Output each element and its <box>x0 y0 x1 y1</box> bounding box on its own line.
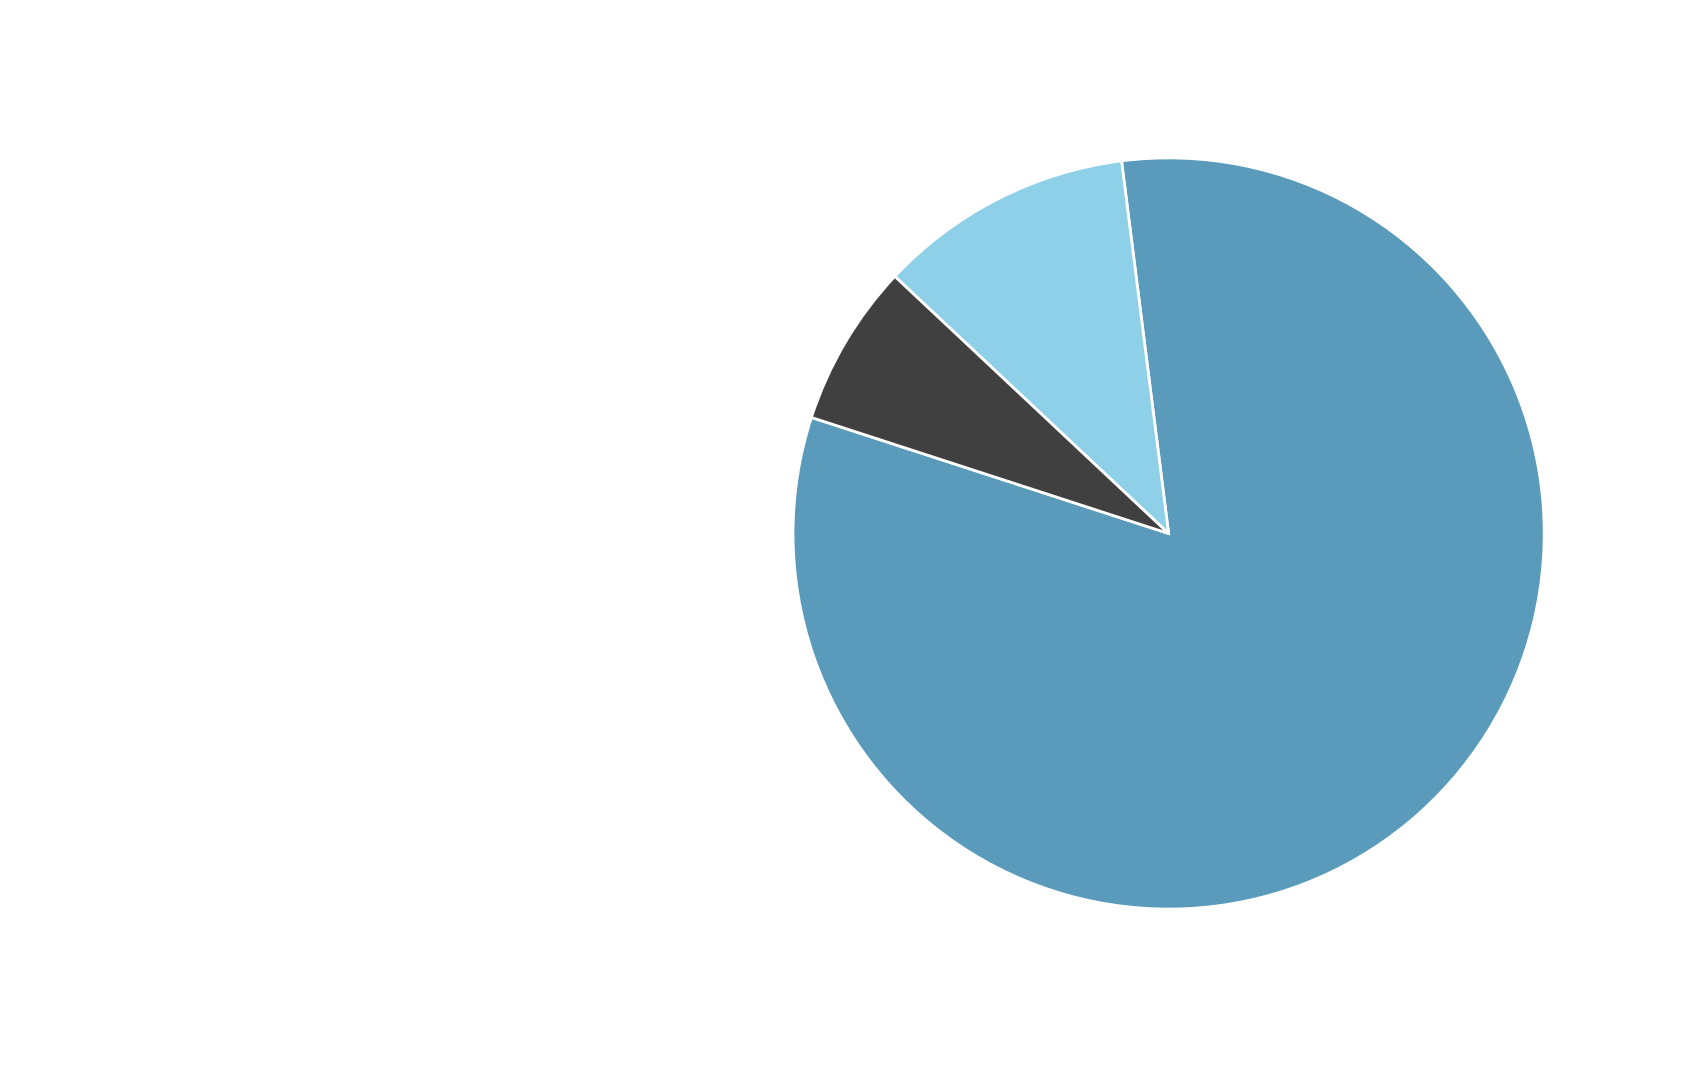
Wedge shape <box>812 276 1168 534</box>
Wedge shape <box>895 161 1168 534</box>
Wedge shape <box>793 158 1543 909</box>
